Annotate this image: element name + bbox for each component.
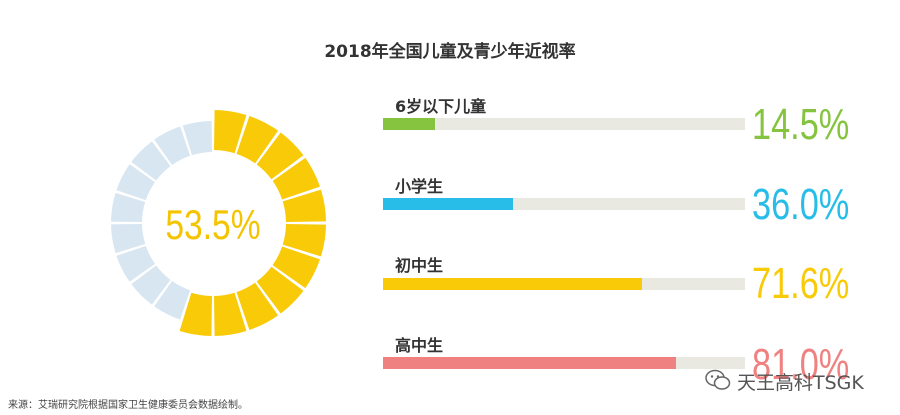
- donut-segment-highlight: [236, 282, 279, 330]
- bar-track-high-school: [383, 357, 745, 369]
- donut-segment-remainder: [154, 126, 191, 165]
- donut-segment-remainder: [131, 265, 171, 305]
- donut-segment-highlight: [256, 266, 304, 314]
- donut-segment-remainder: [116, 245, 155, 282]
- donut-segment-highlight: [179, 292, 212, 336]
- bar-track-middle-school: [383, 278, 745, 290]
- bar-track-under-6: [383, 118, 745, 130]
- bar-label-primary: 小学生: [395, 177, 444, 196]
- donut-segment-remainder: [111, 223, 146, 254]
- donut-segment-highlight: [256, 132, 304, 180]
- donut-segment-highlight: [214, 110, 247, 154]
- bar-fill-under-6: [383, 118, 436, 130]
- donut-segment-highlight: [282, 224, 326, 257]
- donut-segment-highlight: [272, 246, 320, 289]
- bar-fill-primary: [383, 198, 514, 210]
- donut-segment-remainder: [154, 281, 191, 320]
- donut-segment-remainder: [116, 164, 155, 201]
- chart-title: 2018年全国儿童及青少年近视率: [324, 42, 576, 62]
- donut-segment-highlight: [272, 157, 320, 200]
- watermark-text: 天王高科TSGK: [737, 372, 864, 394]
- bar-value-middle-school: 71.6%: [752, 259, 850, 308]
- donut-segment-remainder: [111, 192, 146, 223]
- overall-rate-donut-chart: 53.5%: [111, 110, 326, 336]
- bar-label-high-school: 高中生: [395, 336, 444, 355]
- bar-fill-middle-school: [383, 278, 643, 290]
- bar-value-primary: 36.0%: [752, 180, 850, 229]
- donut-segment-remainder: [182, 121, 213, 156]
- bar-label-under-6: 6岁以下儿童: [395, 97, 487, 116]
- bar-track-primary: [383, 198, 745, 210]
- wechat-icon: [705, 369, 731, 390]
- bar-label-middle-school: 初中生: [395, 256, 444, 275]
- donut-segment-highlight: [282, 189, 326, 222]
- bar-value-under-6: 14.5%: [752, 100, 850, 149]
- bar-value-high-school: 81.0%: [752, 340, 850, 389]
- donut-center-value: 53.5%: [165, 203, 260, 249]
- donut-segment-highlight: [214, 292, 247, 336]
- source-note: 来源：艾瑞研究院根据国家卫生健康委员会数据绘制。: [8, 400, 248, 411]
- bar-fill-high-school: [383, 357, 677, 369]
- donut-segment-remainder: [131, 141, 171, 181]
- donut-segment-highlight: [236, 116, 279, 164]
